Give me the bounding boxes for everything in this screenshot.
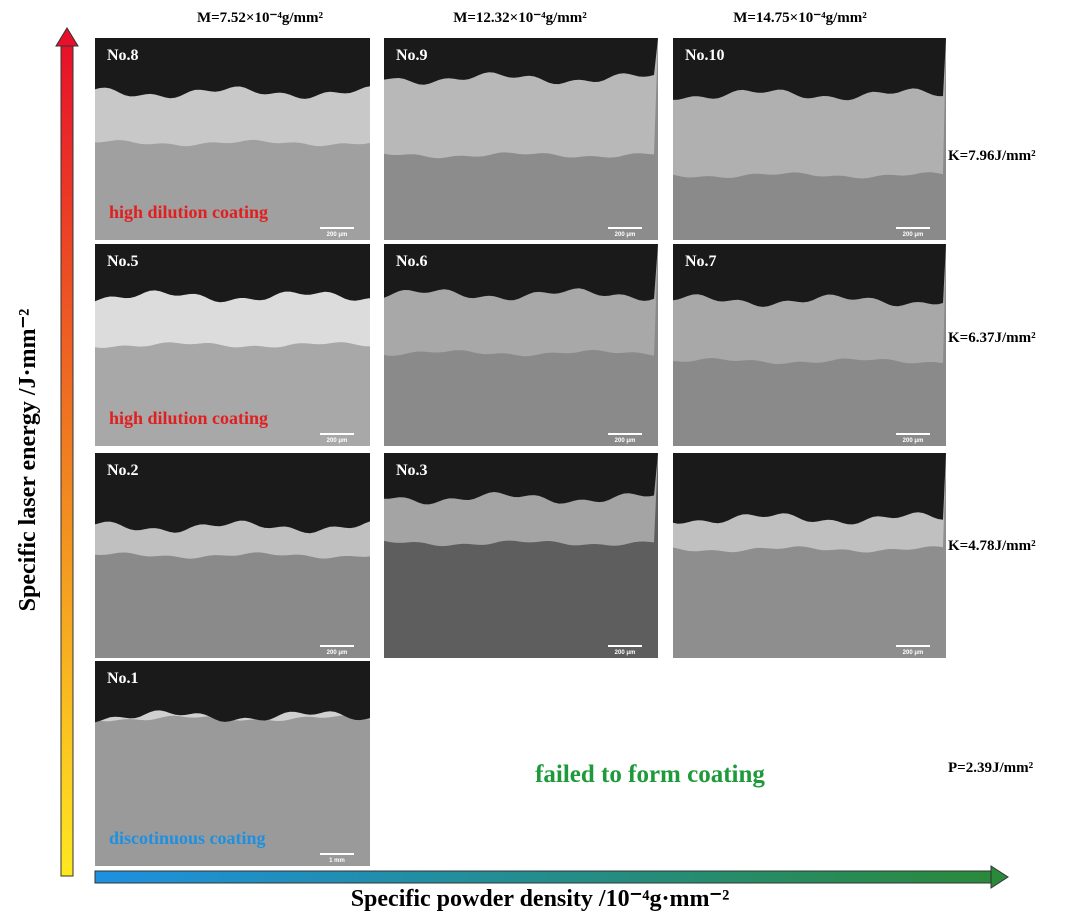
- panel-annotation: high dilution coating: [109, 202, 268, 222]
- micrograph: No.5 high dilution coating 200 μm: [95, 244, 370, 446]
- column-label: M=7.52×10⁻⁴g/mm²: [197, 10, 324, 26]
- panel-annotation: discotinuous coating: [109, 828, 266, 848]
- micrograph: No.7 200 μm: [673, 244, 946, 446]
- column-label: M=14.75×10⁻⁴g/mm²: [733, 10, 867, 26]
- x-arrow: [94, 865, 1009, 889]
- micrograph: No.8 high dilution coating 200 μm: [95, 38, 370, 240]
- resin: [95, 661, 370, 723]
- panel-annotation: high dilution coating: [109, 408, 268, 428]
- scale-label: 200 μm: [615, 438, 636, 444]
- scale-label: 200 μm: [327, 232, 348, 238]
- panel-label: No.7: [685, 253, 717, 270]
- panel-label: No.5: [107, 253, 139, 270]
- scale-label: 200 μm: [903, 232, 924, 238]
- resin: [384, 453, 658, 505]
- scale-label: 200 μm: [903, 650, 924, 656]
- y-axis-label: Specific laser energy /J·mm⁻²: [15, 309, 41, 612]
- resin: [95, 453, 370, 534]
- scale-label: 200 μm: [615, 650, 636, 656]
- panel-label: No.9: [396, 47, 428, 64]
- failed-note: failed to form coating: [535, 761, 765, 788]
- x-axis-label: Specific powder density /10⁻⁴g·mm⁻²: [351, 886, 730, 912]
- scale-label: 200 μm: [903, 438, 924, 444]
- micrograph: 200 μm: [673, 453, 946, 658]
- panel-label: No.8: [107, 47, 139, 64]
- scale-label: 1 mm: [329, 858, 345, 864]
- y-arrow: [55, 27, 79, 877]
- panel-label: No.1: [107, 670, 139, 687]
- panel-label: No.6: [396, 253, 428, 270]
- panel-label: No.2: [107, 462, 139, 479]
- row-label: K=6.37J/mm²: [948, 330, 1036, 346]
- micrograph: No.6 200 μm: [384, 244, 658, 446]
- scale-label: 200 μm: [327, 438, 348, 444]
- micrograph: No.10 200 μm: [673, 38, 946, 240]
- panel-label: No.10: [685, 47, 725, 64]
- scale-label: 200 μm: [615, 232, 636, 238]
- resin: [673, 453, 946, 525]
- resin: [673, 38, 946, 101]
- resin: [384, 244, 658, 301]
- resin: [95, 38, 370, 99]
- row-label: K=4.78J/mm²: [948, 538, 1036, 554]
- micrograph: No.3 200 μm: [384, 453, 658, 658]
- panel-label: No.3: [396, 462, 428, 479]
- resin: [95, 244, 370, 303]
- micrograph: No.1 discotinuous coating 1 mm: [95, 661, 370, 866]
- resin: [384, 38, 658, 85]
- resin: [673, 244, 946, 307]
- scale-label: 200 μm: [327, 650, 348, 656]
- column-label: M=12.32×10⁻⁴g/mm²: [453, 10, 587, 26]
- micrograph: No.9 200 μm: [384, 38, 658, 240]
- micrograph: No.2 200 μm: [95, 453, 370, 658]
- row-label: K=7.96J/mm²: [948, 148, 1036, 164]
- row-label: P=2.39J/mm²: [948, 760, 1034, 776]
